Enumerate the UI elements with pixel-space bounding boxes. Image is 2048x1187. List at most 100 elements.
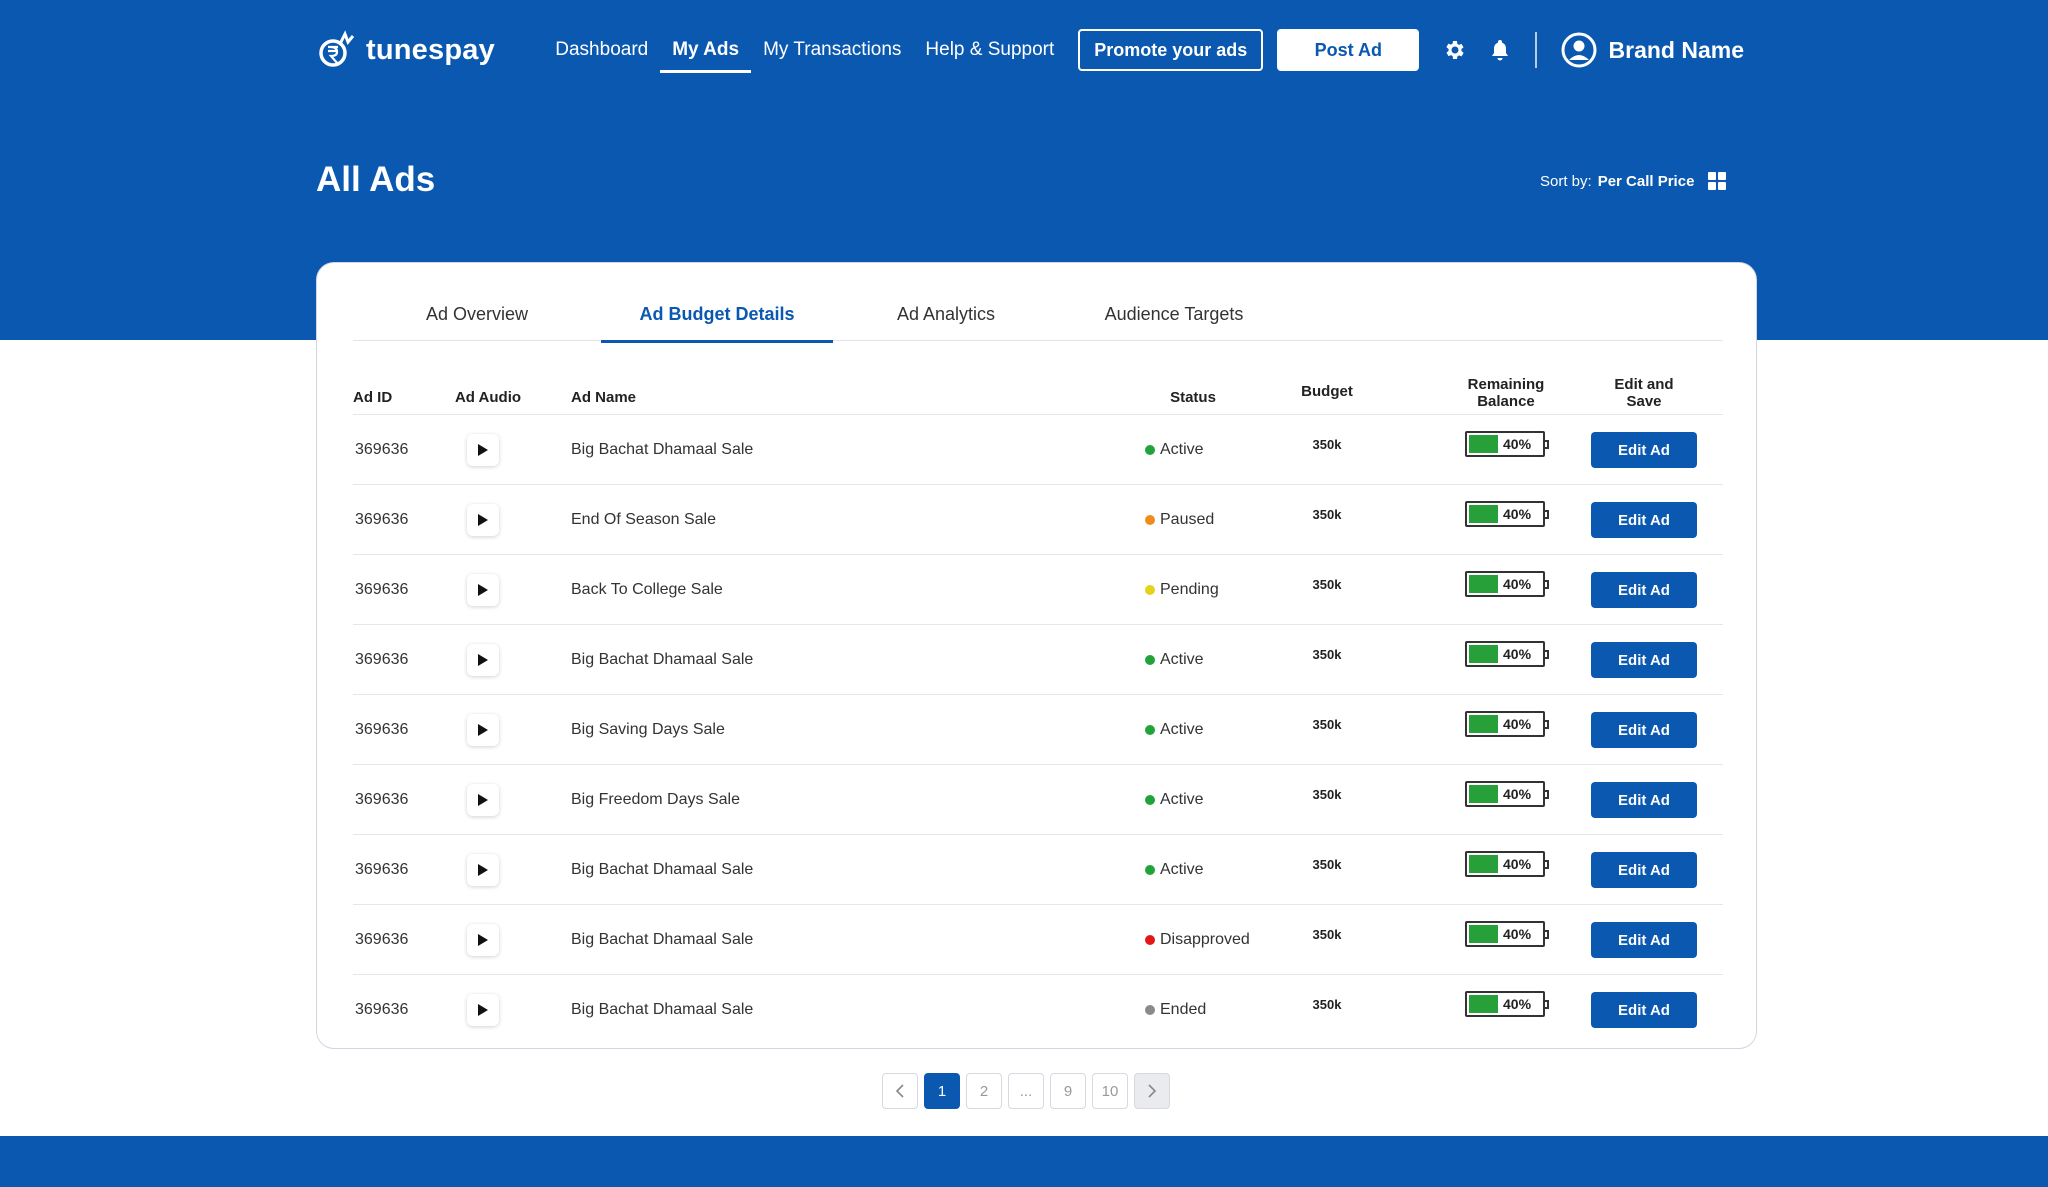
edit-ad-button[interactable]: Edit Ad	[1591, 782, 1697, 818]
remaining-balance-label: 40%	[1503, 926, 1532, 942]
remaining-balance-fill	[1469, 435, 1498, 453]
edit-ad-button[interactable]: Edit Ad	[1591, 922, 1697, 958]
status-text: Ended	[1160, 1001, 1207, 1018]
edit-ad-button[interactable]: Edit Ad	[1591, 712, 1697, 748]
user-menu[interactable]: Brand Name	[1561, 32, 1744, 68]
nav-dashboard[interactable]: Dashboard	[555, 39, 649, 60]
status-dot	[1145, 865, 1155, 875]
status-text: Disapproved	[1160, 931, 1250, 948]
table-header: Ad ID Ad Audio Ad Name Status Budget Rem…	[353, 363, 1723, 415]
chevron-right-icon	[1148, 1084, 1157, 1098]
ad-id: 369636	[355, 441, 409, 458]
page-button[interactable]: 10	[1092, 1073, 1128, 1109]
ads-card: Ad Overview Ad Budget Details Ad Analyti…	[316, 262, 1757, 1049]
sort-label: Sort by:	[1540, 172, 1592, 190]
status-text: Pending	[1160, 581, 1219, 598]
edit-ad-button[interactable]: Edit Ad	[1591, 642, 1697, 678]
ad-name: Big Bachat Dhamaal Sale	[571, 651, 754, 668]
remaining-balance-label: 40%	[1503, 506, 1532, 522]
play-audio-button[interactable]	[467, 714, 499, 746]
nav-help-support[interactable]: Help & Support	[925, 39, 1055, 60]
post-ad-button[interactable]: Post Ad	[1277, 29, 1420, 71]
page-button[interactable]: ...	[1008, 1073, 1044, 1109]
logo[interactable]: tunespay	[316, 30, 543, 70]
table-row: 369636 Big Bachat Dhamaal Sale Active 35…	[353, 835, 1723, 905]
play-audio-button[interactable]	[467, 994, 499, 1026]
header-ad-id: Ad ID	[353, 389, 393, 406]
ad-id: 369636	[355, 721, 409, 738]
page-title: All Ads	[316, 160, 436, 199]
play-icon	[478, 444, 488, 456]
status-badge: Pending	[1145, 555, 1219, 625]
page-button[interactable]: 1	[924, 1073, 960, 1109]
user-avatar-icon	[1561, 32, 1597, 68]
edit-ad-button[interactable]: Edit Ad	[1591, 992, 1697, 1028]
status-badge: Disapproved	[1145, 905, 1250, 975]
play-audio-button[interactable]	[467, 784, 499, 816]
header-ad-audio: Ad Audio	[454, 389, 522, 406]
bell-icon	[1492, 40, 1509, 61]
remaining-balance-bar: 40%	[1465, 921, 1549, 947]
status-dot	[1145, 1005, 1155, 1015]
play-icon	[478, 584, 488, 596]
play-icon	[478, 724, 488, 736]
remaining-balance-label: 40%	[1503, 576, 1532, 592]
status-text: Active	[1160, 441, 1204, 458]
play-audio-button[interactable]	[467, 574, 499, 606]
header-edit-save: Edit and Save	[1614, 376, 1674, 410]
tab-ad-analytics[interactable]: Ad Analytics	[896, 303, 996, 324]
status-badge: Ended	[1145, 975, 1206, 1045]
remaining-balance-fill	[1469, 575, 1498, 593]
tab-ad-overview[interactable]: Ad Overview	[425, 303, 529, 324]
ad-name: Big Bachat Dhamaal Sale	[571, 441, 754, 458]
status-badge: Active	[1145, 765, 1204, 835]
budget-value: 350k	[1312, 856, 1342, 872]
budget-value: 350k	[1312, 646, 1342, 662]
status-dot	[1145, 445, 1155, 455]
notifications-button[interactable]	[1488, 37, 1513, 63]
sort-control[interactable]: Sort by: Per Call Price	[1540, 172, 1727, 190]
gear-icon	[1446, 41, 1464, 59]
battery-cap	[1545, 790, 1549, 799]
play-audio-button[interactable]	[467, 924, 499, 956]
next-page-button[interactable]	[1134, 1073, 1170, 1109]
ad-name: Big Freedom Days Sale	[571, 791, 740, 808]
play-audio-button[interactable]	[467, 504, 499, 536]
prev-page-button[interactable]	[882, 1073, 918, 1109]
ad-name: Back To College Sale	[571, 581, 723, 598]
status-dot	[1145, 515, 1155, 525]
play-icon	[478, 514, 488, 526]
top-header: tunespay Dashboard My Ads My Transaction…	[316, 24, 1744, 76]
play-audio-button[interactable]	[467, 434, 499, 466]
nav-my-ads[interactable]: My Ads	[660, 29, 751, 73]
play-icon	[478, 934, 488, 946]
edit-ad-button[interactable]: Edit Ad	[1591, 502, 1697, 538]
header-status: Status	[1170, 389, 1216, 406]
nav-my-transactions[interactable]: My Transactions	[763, 39, 902, 60]
remaining-balance-bar: 40%	[1465, 991, 1549, 1017]
remaining-balance-bar: 40%	[1465, 851, 1549, 877]
remaining-balance-fill	[1469, 855, 1498, 873]
page-button[interactable]: 9	[1050, 1073, 1086, 1109]
status-dot	[1145, 655, 1155, 665]
tab-ad-budget-details[interactable]: Ad Budget Details	[601, 287, 833, 343]
ad-id: 369636	[355, 511, 409, 528]
remaining-balance-fill	[1469, 645, 1498, 663]
settings-button[interactable]	[1441, 37, 1466, 63]
page-button[interactable]: 2	[966, 1073, 1002, 1109]
tab-audience-targets[interactable]: Audience Targets	[1104, 303, 1244, 324]
table-row: 369636 Big Bachat Dhamaal Sale Active 35…	[353, 625, 1723, 695]
grid-icon[interactable]	[1708, 172, 1727, 190]
edit-ad-button[interactable]: Edit Ad	[1591, 572, 1697, 608]
play-icon	[478, 1004, 488, 1016]
edit-ad-button[interactable]: Edit Ad	[1591, 852, 1697, 888]
play-audio-button[interactable]	[467, 644, 499, 676]
sort-value[interactable]: Per Call Price	[1597, 172, 1695, 190]
edit-ad-button[interactable]: Edit Ad	[1591, 432, 1697, 468]
battery-cap	[1545, 650, 1549, 659]
promote-ads-button[interactable]: Promote your ads	[1078, 29, 1264, 71]
play-icon	[478, 794, 488, 806]
play-audio-button[interactable]	[467, 854, 499, 886]
remaining-balance-bar: 40%	[1465, 641, 1549, 667]
budget-value: 350k	[1312, 576, 1342, 592]
